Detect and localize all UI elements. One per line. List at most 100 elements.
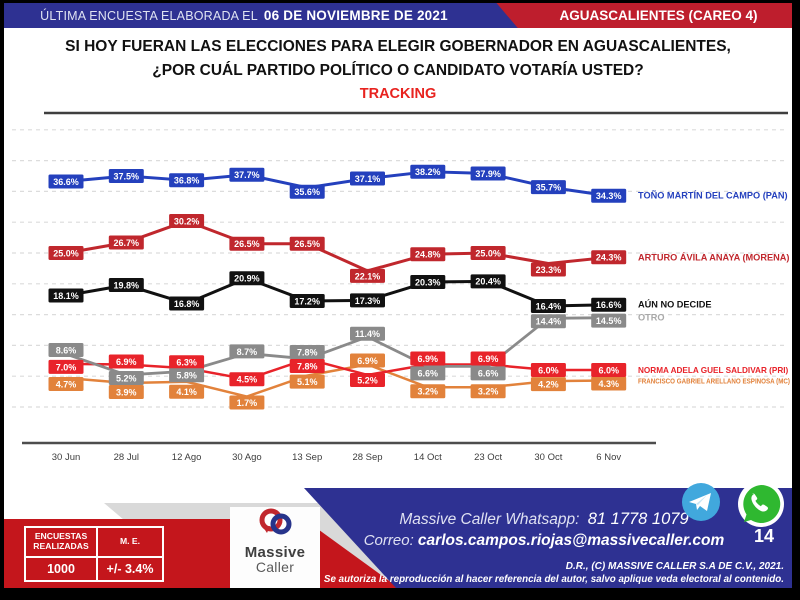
stats-value-sample-size: 1000 [25, 557, 97, 581]
svg-text:6.9%: 6.9% [418, 354, 439, 364]
svg-text:30 Oct: 30 Oct [534, 452, 562, 463]
svg-text:36.8%: 36.8% [174, 176, 200, 186]
svg-text:28 Sep: 28 Sep [352, 452, 382, 463]
svg-text:6.6%: 6.6% [418, 369, 439, 379]
svg-text:19.8%: 19.8% [114, 280, 140, 290]
whatsapp-label: Massive Caller Whatsapp: [399, 511, 580, 528]
svg-text:AÚN NO DECIDE: AÚN NO DECIDE [638, 299, 712, 310]
stats-header-me: M. E. [97, 527, 163, 557]
whatsapp-icon[interactable] [737, 480, 785, 528]
whatsapp-number[interactable]: 81 1778 1079 [587, 510, 689, 528]
stats-header-encuestas: ENCUESTAS REALIZADAS [25, 527, 97, 557]
survey-date: 06 DE NOVIEMBRE DE 2021 [263, 8, 448, 23]
svg-text:26.5%: 26.5% [294, 239, 320, 249]
svg-text:11.4%: 11.4% [355, 329, 380, 339]
email-address[interactable]: carlos.campos.riojas@massivecaller.com [417, 532, 725, 549]
svg-text:37.7%: 37.7% [234, 170, 260, 180]
svg-text:TOÑO MARTÍN DEL CAMPO (PAN): TOÑO MARTÍN DEL CAMPO (PAN) [638, 190, 788, 201]
svg-text:5.8%: 5.8% [176, 371, 197, 381]
svg-text:6.0%: 6.0% [538, 365, 559, 375]
svg-text:35.6%: 35.6% [294, 187, 320, 197]
svg-text:26.5%: 26.5% [234, 239, 260, 249]
svg-text:6.3%: 6.3% [176, 358, 197, 368]
tracking-chart: 30 Jun 28 Jul 12 Ago 30 Ago 13 Sep 28 Sep 14 O… [4, 107, 792, 475]
svg-text:13 Sep: 13 Sep [292, 452, 322, 463]
svg-text:35.7%: 35.7% [536, 182, 562, 192]
svg-text:30 Jun: 30 Jun [52, 452, 81, 463]
svg-text:36.6%: 36.6% [53, 177, 79, 187]
svg-text:8.6%: 8.6% [56, 345, 77, 355]
svg-text:ARTURO ÁVILA ANAYA (MORENA): ARTURO ÁVILA ANAYA (MORENA) [638, 251, 789, 262]
svg-text:7.0%: 7.0% [56, 362, 77, 372]
sample-stats-table: ENCUESTAS REALIZADAS M. E. 1000 +/- 3.4% [24, 526, 164, 582]
svg-text:24.3%: 24.3% [596, 253, 622, 263]
logo-text-caller: Caller [255, 559, 295, 575]
svg-text:14.4%: 14.4% [536, 317, 562, 327]
svg-text:4.1%: 4.1% [176, 387, 197, 397]
topbar-left-band [4, 3, 518, 28]
svg-text:16.8%: 16.8% [174, 299, 200, 309]
svg-text:23.3%: 23.3% [536, 265, 562, 275]
top-bar: ÚLTIMA ENCUESTA ELABORADA EL 06 DE NOVIEM… [4, 3, 792, 28]
svg-text:FRANCISCO GABRIEL ARELLANO ESP: FRANCISCO GABRIEL ARELLANO ESPINOSA (MC) [638, 377, 790, 386]
question-line-1: SI HOY FUERAN LAS ELECCIONES PARA ELEGIR… [65, 38, 731, 55]
svg-text:6.9%: 6.9% [478, 354, 499, 364]
disclaimer-text: Se autoriza la reproducción al hacer ref… [323, 574, 784, 585]
svg-text:25.0%: 25.0% [475, 248, 501, 258]
svg-text:3.2%: 3.2% [478, 387, 499, 397]
tracking-label: TRACKING [359, 86, 437, 103]
svg-text:16.4%: 16.4% [536, 301, 562, 311]
stats-value-margin-error: +/- 3.4% [97, 557, 163, 581]
survey-date-label: ÚLTIMA ENCUESTA ELABORADA EL 06 DE NOVIEM… [4, 3, 484, 28]
svg-text:6.0%: 6.0% [598, 365, 619, 375]
contact-block: Massive Caller Whatsapp: 81 1778 1079 Co… [359, 510, 729, 550]
svg-text:5.2%: 5.2% [116, 373, 137, 383]
svg-text:20.9%: 20.9% [234, 274, 260, 284]
svg-text:4.2%: 4.2% [538, 380, 559, 390]
question-line-2: ¿POR CUÁL PARTIDO POLÍTICO O CANDIDATO V… [152, 62, 644, 80]
svg-text:6.9%: 6.9% [357, 356, 378, 366]
svg-text:16.6%: 16.6% [596, 300, 622, 310]
svg-text:37.5%: 37.5% [114, 171, 140, 181]
region-label: AGUASCALIENTES (CAREO 4) [559, 8, 758, 23]
svg-text:37.1%: 37.1% [355, 174, 381, 184]
svg-text:30.2%: 30.2% [174, 216, 200, 226]
svg-text:4.3%: 4.3% [598, 379, 619, 389]
svg-text:5.1%: 5.1% [297, 377, 318, 387]
svg-text:20.3%: 20.3% [415, 277, 441, 287]
svg-text:30 Ago: 30 Ago [232, 452, 262, 463]
svg-text:23 Oct: 23 Oct [474, 452, 502, 463]
svg-text:7.8%: 7.8% [297, 361, 318, 371]
svg-text:22.1%: 22.1% [355, 271, 381, 281]
svg-text:18.1%: 18.1% [53, 291, 79, 301]
svg-text:3.9%: 3.9% [116, 387, 137, 397]
copyright-text: D.R., (C) MASSIVE CALLER S.A DE C.V., 20… [565, 561, 784, 572]
svg-text:7.8%: 7.8% [297, 347, 318, 357]
massive-caller-logo-icon [259, 508, 292, 535]
logo-text-massive: Massive [244, 544, 306, 561]
svg-text:6 Nov: 6 Nov [596, 452, 621, 463]
footer: Massive Caller ENCUESTAS REALIZADAS M. E… [4, 471, 792, 588]
svg-text:OTRO: OTRO [638, 313, 665, 323]
svg-text:14 Oct: 14 Oct [414, 452, 442, 463]
survey-date-prefix: ÚLTIMA ENCUESTA ELABORADA EL [40, 9, 258, 23]
svg-text:24.8%: 24.8% [415, 250, 441, 260]
svg-text:34.3%: 34.3% [596, 191, 622, 201]
svg-text:17.2%: 17.2% [294, 296, 320, 306]
svg-text:25.0%: 25.0% [53, 248, 79, 258]
massive-caller-logo: Massive Caller [230, 507, 320, 588]
page-number: 14 [753, 526, 775, 546]
svg-text:4.7%: 4.7% [56, 379, 77, 389]
telegram-icon[interactable] [680, 481, 722, 523]
svg-text:6.6%: 6.6% [478, 369, 499, 379]
svg-text:3.2%: 3.2% [418, 387, 439, 397]
svg-text:4.5%: 4.5% [237, 375, 258, 385]
svg-text:14.5%: 14.5% [596, 316, 622, 326]
svg-text:1.7%: 1.7% [237, 398, 258, 408]
svg-text:5.2%: 5.2% [357, 375, 378, 385]
svg-text:8.7%: 8.7% [237, 347, 258, 357]
svg-text:6.9%: 6.9% [116, 357, 137, 367]
svg-text:NORMA ADELA GUEL SALDIVAR (PRI: NORMA ADELA GUEL SALDIVAR (PRI) [638, 366, 789, 375]
svg-text:20.4%: 20.4% [475, 277, 501, 287]
question-title: SI HOY FUERAN LAS ELECCIONES PARA ELEGIR… [34, 35, 762, 102]
